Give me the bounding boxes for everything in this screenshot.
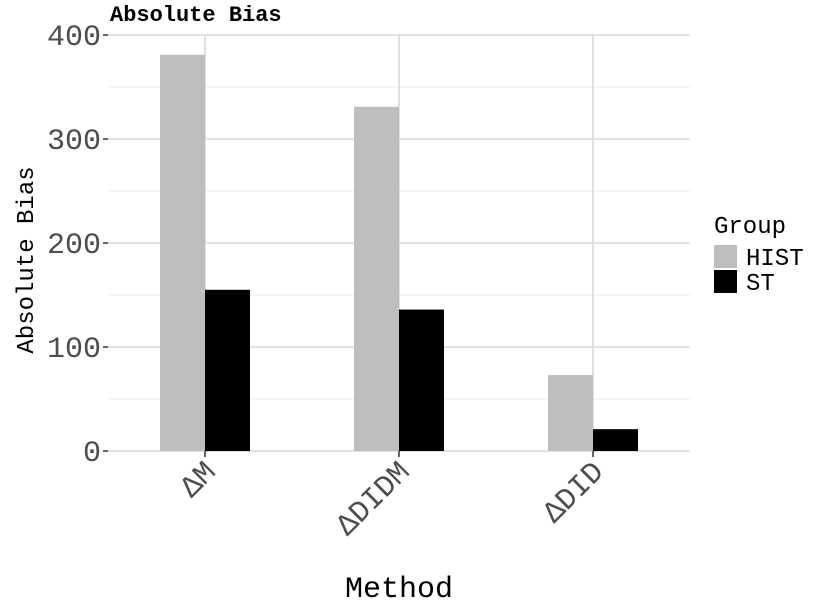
bar-st [593, 429, 638, 451]
y-tick-label: 100 [47, 333, 101, 367]
bars [160, 54, 638, 451]
legend-swatch-st [714, 270, 737, 293]
legend-swatch-hist [714, 245, 737, 268]
y-tick-label: 200 [47, 229, 101, 263]
bar-hist [354, 106, 399, 451]
y-tick-label: 400 [47, 21, 101, 55]
y-axis-title: Absolute Bias [14, 166, 41, 353]
axes: 0 100 200 300 400 ΔM ΔDIDM ΔDID [47, 21, 612, 544]
x-tick-label: ΔDID [537, 456, 612, 531]
legend-title: Group [714, 214, 786, 241]
bar-st [399, 309, 444, 451]
bar-hist [548, 375, 593, 451]
x-axis-title: Method [345, 573, 453, 607]
x-tick-label: ΔDIDM [330, 456, 418, 544]
y-tick-label: 300 [47, 125, 101, 159]
legend-label-st: ST [746, 271, 775, 298]
x-tick-label: ΔM [175, 456, 225, 506]
bar-hist [160, 54, 205, 451]
chart-title: Absolute Bias [110, 3, 282, 28]
legend-label-hist: HIST [746, 246, 804, 273]
y-tick-label: 0 [83, 437, 101, 471]
bar-st [205, 289, 250, 451]
